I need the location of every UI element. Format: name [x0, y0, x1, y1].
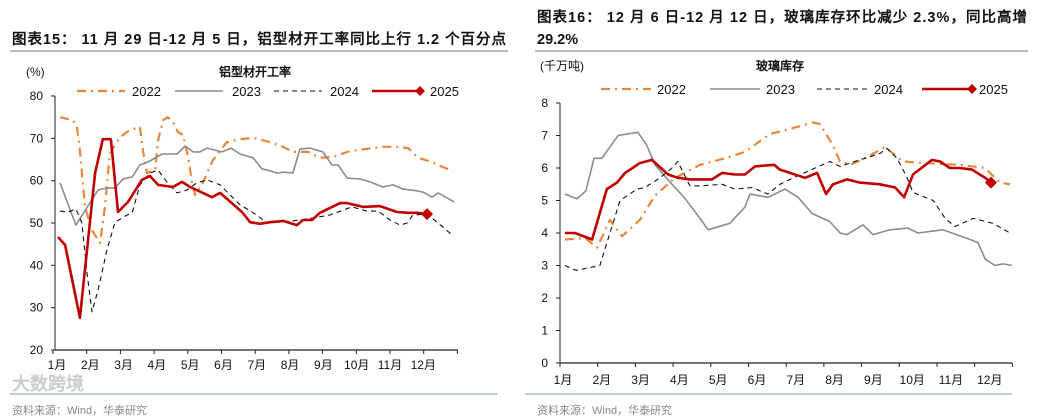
series-line-2023: [564, 131, 1013, 267]
right-figure-heading-line1: 图表16： 12 月 6 日-12 月 12 日，玻璃库存环比减少 2.3%，同…: [537, 8, 1027, 26]
y-tick-label: 40: [30, 258, 44, 272]
legend-label-2023: 2023: [766, 82, 795, 97]
x-tick-label: 7月: [247, 358, 266, 372]
chart-title: 玻璃库存: [756, 58, 804, 73]
y-tick-label: 8: [541, 96, 548, 110]
x-tick-label: 11月: [939, 373, 963, 387]
y-tick-label: 70: [30, 131, 44, 145]
x-tick-label: 1月: [48, 358, 67, 372]
y-tick-label: 5: [541, 194, 548, 208]
x-tick-label: 9月: [864, 373, 883, 387]
y-tick-label: 80: [30, 89, 44, 103]
x-tick-label: 6月: [748, 373, 767, 387]
legend-diamond-icon: [967, 84, 977, 94]
series-line-2025: [564, 158, 992, 241]
series-line-2022: [564, 121, 1011, 249]
y-tick-label: 2: [541, 291, 548, 305]
legend-label-2025: 2025: [430, 84, 459, 99]
latest-value-diamond-marker: [421, 208, 434, 221]
series-line-2025: [57, 137, 428, 320]
x-tick-label: 5月: [181, 358, 200, 372]
series-line-2024: [59, 169, 453, 313]
x-tick-label: 8月: [281, 358, 300, 372]
x-tick-label: 4月: [670, 373, 689, 387]
x-tick-label: 3月: [631, 373, 650, 387]
legend-label-2024: 2024: [330, 84, 359, 99]
legend-label-2025: 2025: [979, 82, 1008, 97]
legend-label-2022: 2022: [657, 82, 686, 97]
left-source-note: 资料来源：Wind，华泰研究: [12, 403, 147, 417]
x-tick-label: 9月: [314, 358, 333, 372]
y-tick-label: 7: [541, 129, 548, 143]
legend-label-2024: 2024: [874, 82, 903, 97]
y-tick-label: 30: [30, 301, 44, 315]
x-tick-label: 10月: [344, 358, 369, 372]
x-tick-label: 10月: [900, 373, 925, 387]
series-line-2024: [564, 147, 1011, 271]
y-tick-label: 3: [541, 259, 548, 273]
x-tick-label: 2月: [592, 373, 611, 387]
legend-diamond-icon: [415, 86, 425, 96]
x-tick-label: 2月: [81, 358, 100, 372]
right-source-note: 资料来源：Wind，华泰研究: [537, 403, 672, 417]
y-tick-label: 4: [541, 226, 548, 240]
series-line-2023: [59, 145, 455, 226]
y-axis-unit-label: (千万吨): [540, 59, 584, 73]
legend-label-2022: 2022: [132, 84, 161, 99]
aluminum-profile-operating-rate-chart: 铝型材开工率 (%) 20 30 40 50 60 70 80 1月 2月 3月 4月 5月 6月 7月 8月 9…: [26, 64, 459, 372]
y-tick-label: 60: [30, 174, 44, 188]
x-tick-label: 3月: [114, 358, 133, 372]
x-tick-label: 12月: [977, 373, 1002, 387]
latest-value-diamond-marker: [984, 176, 997, 189]
x-tick-label: 7月: [786, 373, 805, 387]
y-tick-label: 20: [30, 343, 44, 357]
x-tick-label: 5月: [709, 373, 728, 387]
x-tick-label: 11月: [378, 358, 402, 372]
right-figure-heading-line2: 29.2%: [537, 32, 578, 48]
y-tick-label: 50: [30, 216, 44, 230]
y-axis-unit-label: (%): [26, 65, 45, 79]
x-tick-label: 1月: [554, 373, 573, 387]
x-tick-label: 8月: [825, 373, 844, 387]
glass-inventory-chart: 玻璃库存 (千万吨) 0 1 2 3 4 5 6 7 8 1月 2月 3月 4月 5月 6月 7月 8月 9月 10月 1…: [540, 58, 1013, 387]
chart-title: 铝型材开工率: [219, 64, 291, 79]
watermark-logo: 大数跨境: [12, 373, 84, 394]
y-tick-label: 1: [541, 324, 548, 338]
x-tick-label: 6月: [214, 358, 233, 372]
x-tick-label: 4月: [148, 358, 167, 372]
left-figure-heading: 图表15： 11 月 29 日-12 月 5 日，铝型材开工率同比上行 1.2 …: [12, 30, 507, 48]
x-tick-label: 12月: [411, 358, 436, 372]
y-tick-label: 0: [541, 356, 548, 370]
series-line-2022: [59, 116, 454, 244]
y-tick-label: 6: [541, 161, 548, 175]
legend-label-2023: 2023: [232, 84, 261, 99]
